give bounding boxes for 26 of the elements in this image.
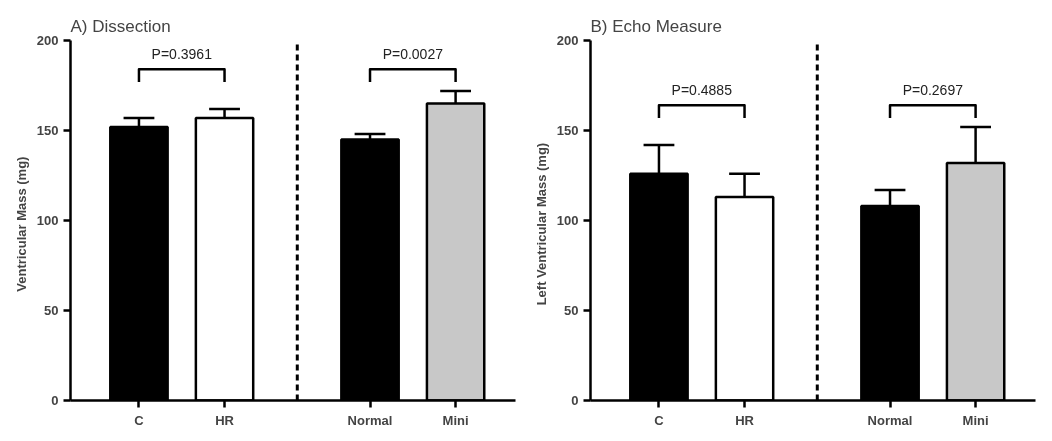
y-axis-title: Ventricular Mass (mg) <box>13 156 29 292</box>
y-tick-label: 150 <box>36 123 59 138</box>
annotation: P=0.3961 <box>151 46 213 63</box>
y-tick-label: 100 <box>556 213 579 228</box>
x-tick-label: C <box>134 412 145 428</box>
x-tick-label: HR <box>215 412 235 428</box>
y-tick-label: 50 <box>564 303 579 318</box>
y-tick-label: 200 <box>36 33 59 48</box>
x-tick-label: C <box>654 412 665 428</box>
x-tick-label: HR <box>735 412 755 428</box>
chart-title: B) Echo Measure <box>590 16 722 36</box>
annotation: P=0.0027 <box>382 46 444 63</box>
y-tick-label: 50 <box>44 303 59 318</box>
annotation: P=0.4885 <box>671 82 733 99</box>
annotation: P=0.2697 <box>902 82 964 99</box>
y-tick-label: 0 <box>51 393 59 408</box>
y-tick-label: 0 <box>571 393 579 408</box>
y-axis-title: Left Ventricular Mass (mg) <box>533 142 549 306</box>
x-tick-label: Normal <box>347 412 393 428</box>
y-tick-label: 200 <box>556 33 579 48</box>
y-tick-label: 150 <box>556 123 579 138</box>
x-tick-label: Mini <box>442 412 469 428</box>
y-tick-label: 100 <box>36 213 59 228</box>
x-tick-label: Normal <box>867 412 913 428</box>
x-tick-label: Mini <box>962 412 989 428</box>
chart-title: A) Dissection <box>70 16 171 36</box>
